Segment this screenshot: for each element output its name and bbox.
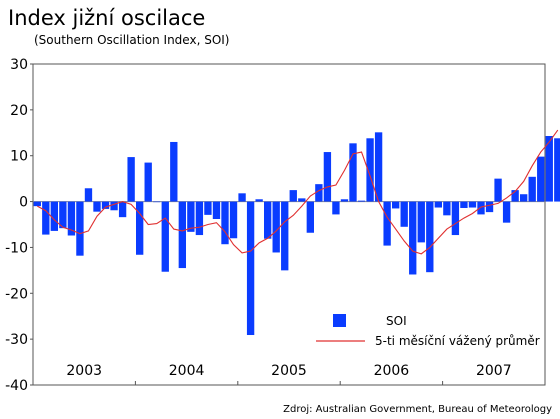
soi-bar bbox=[340, 199, 349, 202]
y-axis: 30 20 10 0 -10 -20 -30 -40 bbox=[5, 57, 33, 394]
soi-bar bbox=[451, 201, 460, 236]
legend: SOI 5-ti měsíční vážený průměr bbox=[316, 314, 540, 348]
soi-bar bbox=[502, 201, 511, 223]
soi-bar bbox=[554, 138, 560, 202]
soi-bar bbox=[392, 201, 400, 209]
soi-bar bbox=[178, 201, 186, 269]
soi-bar bbox=[349, 143, 357, 202]
soi-bar bbox=[127, 157, 135, 202]
soi-bar bbox=[323, 152, 332, 202]
soi-bar bbox=[306, 201, 314, 233]
y-tick-label: -30 bbox=[5, 332, 28, 348]
soi-bars bbox=[33, 132, 560, 336]
soi-bar bbox=[315, 184, 323, 202]
soi-bar bbox=[443, 201, 451, 216]
y-tick-label: 30 bbox=[10, 57, 28, 73]
soi-bar bbox=[221, 201, 229, 245]
chart-subtitle: (Southern Oscillation Index, SOI) bbox=[34, 33, 230, 47]
soi-bar bbox=[528, 176, 536, 202]
x-tick-label: 2003 bbox=[66, 363, 102, 379]
moving-average-line bbox=[37, 129, 559, 255]
y-tick-label: -40 bbox=[5, 378, 28, 394]
soi-bar bbox=[170, 141, 178, 202]
soi-bar bbox=[136, 201, 144, 255]
soi-bar bbox=[153, 201, 161, 203]
x-tick-label: 2005 bbox=[271, 363, 307, 379]
y-tick-label: 10 bbox=[10, 149, 28, 165]
y-tick-label: -20 bbox=[5, 286, 28, 302]
soi-bar bbox=[50, 201, 58, 231]
soi-bar bbox=[101, 201, 110, 209]
chart-title: Index jižní oscilace bbox=[8, 6, 206, 30]
soi-bar bbox=[477, 201, 485, 215]
soi-bar bbox=[417, 201, 425, 243]
soi-bar bbox=[494, 178, 502, 202]
legend-swatch-soi bbox=[333, 314, 346, 327]
soi-bar bbox=[426, 201, 434, 273]
soi-bar bbox=[118, 201, 127, 218]
soi-bar bbox=[93, 201, 101, 212]
soi-bar bbox=[59, 201, 67, 229]
soi-bar bbox=[383, 201, 391, 246]
soi-bar bbox=[366, 138, 374, 202]
source-note: Zdroj: Australian Government, Bureau of … bbox=[283, 404, 552, 415]
soi-bar bbox=[332, 201, 340, 215]
soi-bar bbox=[357, 200, 366, 202]
y-tick-label: 20 bbox=[10, 103, 28, 119]
soi-bar bbox=[520, 194, 528, 202]
soi-bar bbox=[485, 201, 494, 213]
soi-bar bbox=[545, 136, 553, 202]
soi-bar bbox=[110, 201, 118, 211]
soi-bar bbox=[229, 201, 238, 239]
soi-bar bbox=[67, 201, 76, 236]
soi-bar bbox=[161, 201, 169, 272]
legend-label-soi: SOI bbox=[386, 314, 407, 328]
soi-bar bbox=[537, 156, 545, 202]
x-tick-label: 2007 bbox=[476, 363, 512, 379]
plot-area bbox=[32, 63, 546, 386]
soi-bar bbox=[468, 201, 477, 208]
soi-bar bbox=[212, 201, 221, 219]
x-tick-label: 2004 bbox=[169, 363, 205, 379]
soi-bar bbox=[511, 190, 519, 202]
soi-bar bbox=[374, 132, 383, 202]
x-axis: 200320042005200620072008 bbox=[32, 363, 546, 385]
soi-bar bbox=[204, 201, 212, 215]
soi-bar bbox=[246, 201, 255, 336]
soi-bar bbox=[255, 199, 263, 202]
x-tick-label: 2006 bbox=[374, 363, 410, 379]
soi-bar bbox=[272, 201, 280, 253]
soi-bar bbox=[84, 188, 93, 202]
soi-bar bbox=[281, 201, 289, 271]
soi-bar bbox=[238, 193, 246, 202]
soi-bar bbox=[187, 201, 195, 232]
soi-bar bbox=[76, 201, 84, 256]
soi-bar bbox=[42, 201, 50, 235]
soi-bar bbox=[33, 201, 41, 207]
soi-bar bbox=[264, 201, 272, 239]
legend-label-average: 5-ti měsíční vážený průměr bbox=[375, 334, 540, 348]
soi-bar bbox=[434, 201, 442, 208]
soi-bar bbox=[400, 201, 408, 227]
soi-bar bbox=[195, 201, 204, 236]
soi-bar bbox=[298, 198, 306, 202]
soi-bar bbox=[409, 201, 417, 275]
y-tick-label: 0 bbox=[19, 195, 28, 211]
soi-bar bbox=[289, 190, 297, 202]
soi-bar bbox=[144, 162, 152, 202]
soi-bar bbox=[460, 201, 468, 208]
y-tick-label: -10 bbox=[5, 240, 28, 256]
